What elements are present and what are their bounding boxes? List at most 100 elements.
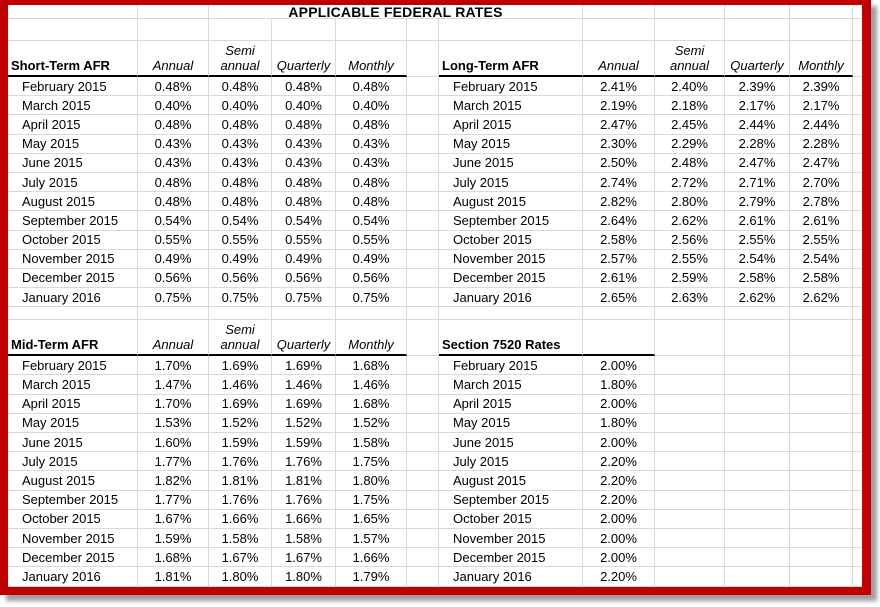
grid-cell <box>439 307 583 321</box>
column-header: Quarterly <box>272 320 336 357</box>
rate-value: 1.66% <box>272 509 336 529</box>
rate-value: 1.80% <box>209 567 272 587</box>
rate-value: 1.52% <box>336 413 407 433</box>
rate-value: 0.56% <box>336 268 407 289</box>
rate-value: 0.55% <box>209 230 272 250</box>
month-label: December 2015 <box>439 268 583 289</box>
grid-cell <box>407 134 439 154</box>
rate-value: 1.58% <box>209 528 272 549</box>
rate-value: 2.57% <box>583 249 655 269</box>
grid-cell <box>407 77 439 97</box>
grid-cell <box>725 307 790 321</box>
grid-cell <box>725 509 790 529</box>
rate-value: 1.65% <box>336 509 407 529</box>
rate-value: 1.52% <box>272 413 336 433</box>
grid-cell <box>790 320 853 357</box>
column-header: Monthly <box>336 41 407 77</box>
rate-value: 1.76% <box>272 490 336 510</box>
grid-cell <box>790 509 853 529</box>
sheet-title: APPLICABLE FEDERAL RATES <box>209 5 583 19</box>
month-label: October 2015 <box>439 230 583 250</box>
column-header: Quarterly <box>725 41 790 77</box>
month-label: January 2016 <box>8 288 138 308</box>
month-label: April 2015 <box>8 394 138 414</box>
rate-value: 0.48% <box>138 77 209 97</box>
grid-cell <box>407 413 439 433</box>
rate-value: 1.67% <box>209 548 272 568</box>
rate-value: 1.46% <box>209 375 272 395</box>
grid-cell <box>407 172 439 193</box>
grid-cell <box>853 356 862 376</box>
rate-value: 0.75% <box>209 288 272 308</box>
rate-value: 0.40% <box>336 96 407 116</box>
month-label: June 2015 <box>8 433 138 453</box>
grid-cell <box>853 471 862 491</box>
grid-cell <box>790 528 853 549</box>
rate-value: 1.77% <box>138 452 209 472</box>
rate-value: 2.80% <box>655 192 725 212</box>
rate-value: 1.57% <box>336 528 407 549</box>
grid-cell <box>655 490 725 510</box>
rate-value: 2.47% <box>725 153 790 173</box>
rate-value: 0.54% <box>336 211 407 231</box>
grid-cell <box>655 320 725 357</box>
grid-cell <box>853 5 862 19</box>
rate-value: 0.43% <box>209 153 272 173</box>
rate-value: 1.69% <box>272 394 336 414</box>
month-label: January 2016 <box>8 567 138 587</box>
month-label: July 2015 <box>8 172 138 193</box>
rate-value: 0.49% <box>138 249 209 269</box>
rate-value: 2.58% <box>725 268 790 289</box>
grid-cell <box>853 567 862 587</box>
column-header: Semi annual <box>209 41 272 77</box>
grid-cell <box>336 307 407 321</box>
grid-cell <box>655 356 725 376</box>
rate-value: 2.65% <box>583 288 655 308</box>
grid-cell <box>407 41 439 77</box>
rate-value: 0.48% <box>336 192 407 212</box>
rate-value: 2.62% <box>725 288 790 308</box>
grid-cell <box>725 19 790 41</box>
rate-value: 2.17% <box>725 96 790 116</box>
grid-cell <box>790 307 853 321</box>
rate-value: 2.28% <box>725 134 790 154</box>
grid-cell <box>725 413 790 433</box>
grid-cell <box>790 567 853 587</box>
rate-value: 1.75% <box>336 452 407 472</box>
rate-value: 0.54% <box>209 211 272 231</box>
grid-cell <box>655 471 725 491</box>
rate-value: 2.71% <box>725 172 790 193</box>
grid-cell <box>853 288 862 308</box>
grid-cell <box>407 249 439 269</box>
grid-cell <box>407 211 439 231</box>
grid-cell <box>8 307 138 321</box>
rate-value: 2.74% <box>583 172 655 193</box>
rate-value: 1.75% <box>336 490 407 510</box>
grid-cell <box>853 96 862 116</box>
grid-cell <box>790 490 853 510</box>
column-header: Annual <box>583 41 655 77</box>
grid-cell <box>853 269 862 289</box>
month-label: December 2015 <box>8 268 138 289</box>
rate-value: 1.47% <box>138 375 209 395</box>
month-label: February 2015 <box>8 77 138 97</box>
month-label: November 2015 <box>439 249 583 269</box>
grid-cell <box>583 307 655 321</box>
month-label: March 2015 <box>8 96 138 116</box>
grid-cell <box>853 491 862 510</box>
rate-value: 1.82% <box>138 471 209 491</box>
rate-value: 2.54% <box>725 249 790 269</box>
grid-cell <box>655 307 725 321</box>
grid-cell <box>655 433 725 453</box>
rate-value: 1.77% <box>138 490 209 510</box>
rate-value: 1.69% <box>209 356 272 376</box>
rate-value: 1.70% <box>138 394 209 414</box>
grid-cell <box>853 135 862 154</box>
column-header: Annual <box>138 41 209 77</box>
rate-value: 2.00% <box>583 394 655 414</box>
month-label: November 2015 <box>439 528 583 549</box>
month-label: September 2015 <box>8 490 138 510</box>
grid-cell <box>853 19 862 41</box>
rate-value: 0.48% <box>209 172 272 193</box>
grid-cell <box>853 433 862 453</box>
